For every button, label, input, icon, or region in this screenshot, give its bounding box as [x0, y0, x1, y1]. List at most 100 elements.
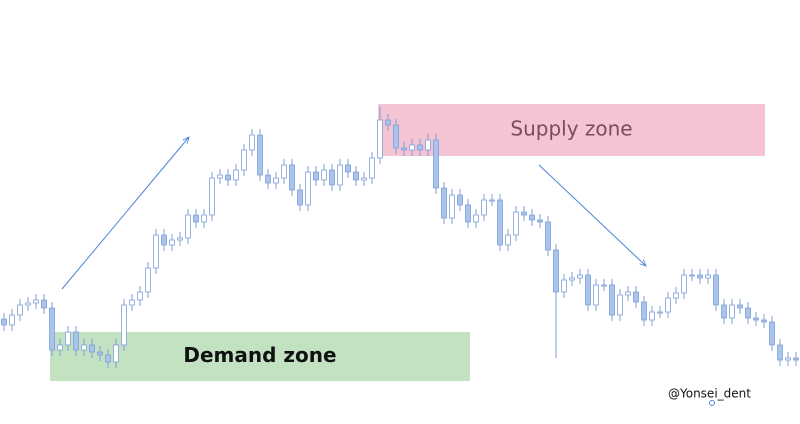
candle-body	[241, 149, 247, 171]
candle-body	[385, 119, 391, 126]
candle-body	[417, 144, 423, 151]
candle-body	[401, 147, 407, 151]
candle-body	[17, 304, 23, 316]
candle-body	[697, 274, 703, 279]
candle-body	[785, 357, 791, 361]
candle-body	[81, 344, 87, 351]
candle-body	[585, 274, 591, 306]
candle-body	[329, 169, 335, 186]
trend-arrow-up	[61, 137, 189, 290]
candle-body	[657, 311, 663, 314]
candle-body	[313, 171, 319, 181]
candle-body	[489, 199, 495, 202]
candle-body	[441, 187, 447, 219]
candle-body	[169, 239, 175, 246]
candle-body	[737, 304, 743, 309]
candle-body	[729, 304, 735, 319]
trend-arrow-down	[538, 164, 646, 266]
zone-label: Demand zone	[183, 343, 336, 367]
candle-body	[145, 267, 151, 293]
candle-body	[217, 174, 223, 179]
candle-body	[57, 344, 63, 351]
candle-body	[617, 294, 623, 316]
zone-box	[378, 104, 765, 156]
candle-body	[321, 169, 327, 181]
candle-body	[353, 171, 359, 181]
candle-body	[249, 134, 255, 151]
candle-body	[377, 119, 383, 159]
watermark: @Yonsei_dent	[668, 387, 751, 401]
candle-body	[297, 189, 303, 206]
candle-body	[553, 249, 559, 293]
candle-body	[153, 234, 159, 269]
candle-body	[177, 237, 183, 241]
candle-body	[521, 211, 527, 216]
candle-body	[121, 304, 127, 346]
candle-body	[561, 279, 567, 293]
candle-body	[113, 344, 119, 363]
candle-body	[41, 299, 47, 309]
candle-body	[1, 318, 7, 326]
candle-body	[137, 291, 143, 301]
candle-body	[425, 139, 431, 151]
candle-body	[577, 274, 583, 279]
candle-body	[433, 139, 439, 189]
candle-body	[457, 194, 463, 206]
candle-body	[97, 351, 103, 356]
candle-body	[689, 274, 695, 277]
candle-body	[449, 194, 455, 219]
candle-body	[545, 221, 551, 251]
candle-body	[777, 344, 783, 361]
candle-body	[593, 284, 599, 306]
candle-body	[481, 199, 487, 216]
candle-body	[161, 234, 167, 246]
candle-body	[257, 134, 263, 176]
candle-body	[233, 169, 239, 181]
candle-body	[369, 157, 375, 179]
candle-body	[713, 274, 719, 306]
candle-body	[569, 277, 575, 281]
candle-body	[105, 354, 111, 363]
candle-body	[681, 274, 687, 294]
candle-body	[193, 214, 199, 223]
candle-body	[265, 174, 271, 184]
candle-body	[721, 304, 727, 319]
candle-body	[305, 171, 311, 206]
candle-body	[793, 357, 799, 361]
candle-body	[129, 299, 135, 306]
candle-body	[673, 292, 679, 299]
candle-body	[337, 164, 343, 186]
candle-body	[665, 297, 671, 313]
candle-body	[465, 204, 471, 223]
candle-body	[409, 144, 415, 151]
candle-body	[185, 214, 191, 239]
candle-body	[633, 291, 639, 303]
candles	[1, 106, 799, 368]
candle-body	[289, 164, 295, 191]
candle-body	[201, 214, 207, 223]
candle-body	[505, 234, 511, 246]
candle-body	[273, 177, 279, 184]
candle-body	[625, 291, 631, 296]
zone-box	[50, 332, 470, 381]
candle-body	[209, 177, 215, 216]
candle-body	[649, 311, 655, 321]
candle-body	[225, 174, 231, 181]
candle-body	[9, 314, 15, 326]
candle-body	[753, 317, 759, 321]
zone-label: Supply zone	[510, 117, 632, 141]
candle-body	[601, 284, 607, 287]
candle-body	[49, 307, 55, 351]
candle-body	[361, 177, 367, 181]
candle-body	[641, 301, 647, 321]
candle-body	[65, 331, 71, 346]
candle-body	[769, 321, 775, 346]
candle-body	[537, 219, 543, 223]
candle-body	[25, 302, 31, 306]
candle-body	[393, 124, 399, 149]
candle-body	[281, 164, 287, 179]
candle-body	[609, 284, 615, 316]
candle-body	[761, 319, 767, 323]
